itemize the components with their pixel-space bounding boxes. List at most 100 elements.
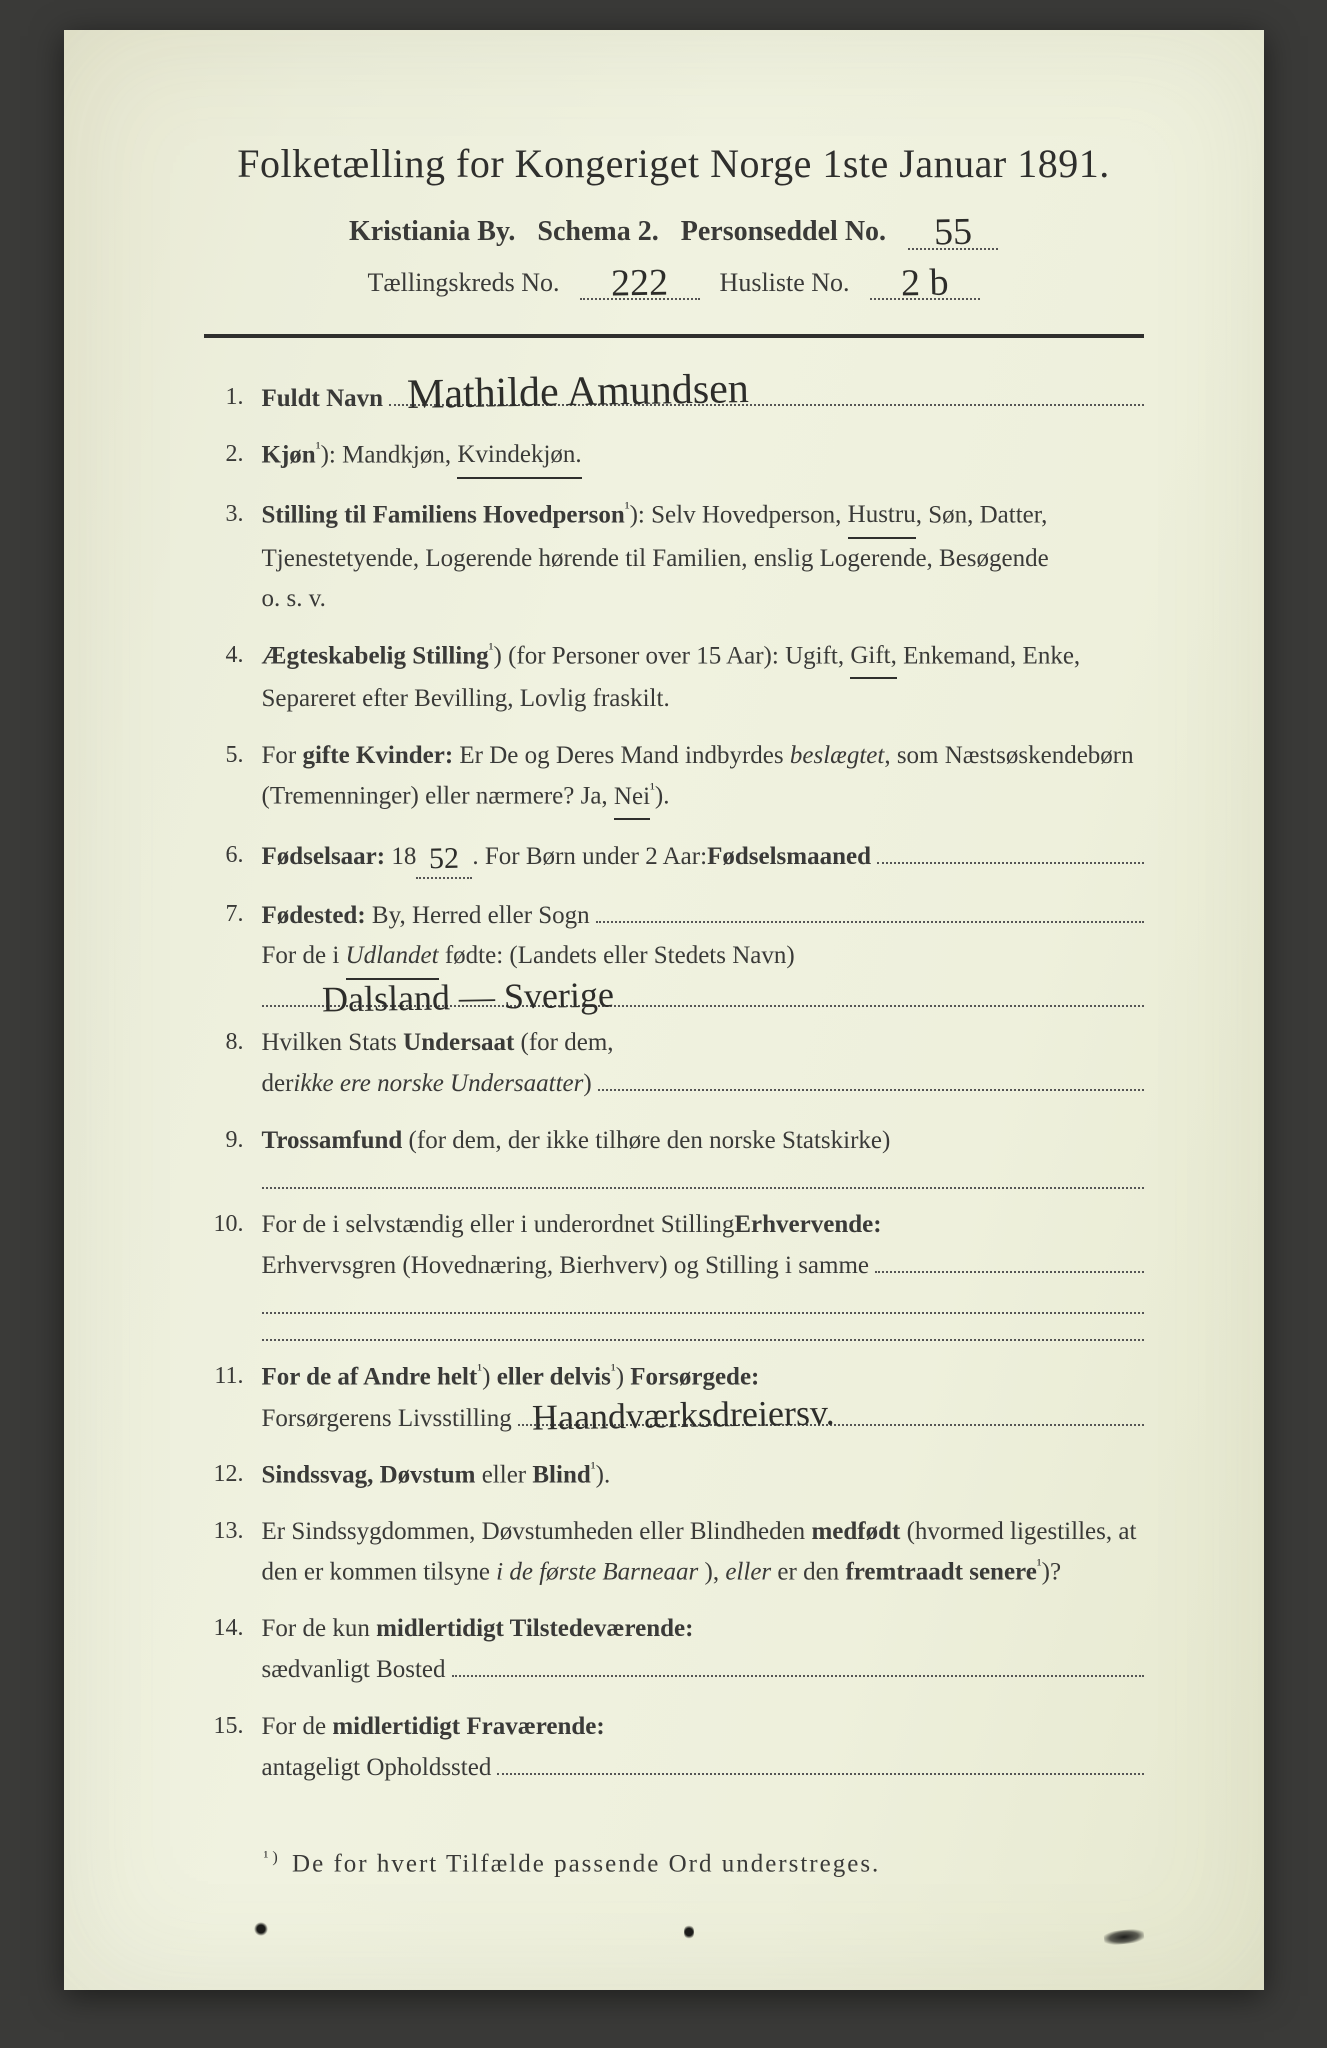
item-8: 8. Hvilken Stats Undersaat (for dem, der… bbox=[204, 1023, 1144, 1105]
item-3: 3. Stilling til Familiens Hovedperson¹):… bbox=[204, 495, 1144, 620]
item-10-text-b: Erhvervsgren (Hovednæring, Bierhverv) og… bbox=[262, 1246, 870, 1287]
item-8-pre: Hvilken Stats bbox=[262, 1029, 404, 1056]
name-value: Mathilde Amundsen bbox=[407, 373, 749, 413]
item-15: 15. For de midlertidigt Fraværende: anta… bbox=[204, 1707, 1144, 1789]
item-number: 7. bbox=[204, 895, 262, 1007]
item-15-text: antageligt Opholdssted bbox=[262, 1748, 492, 1789]
item-4-text-a: Ugift, bbox=[785, 642, 850, 669]
item-number: 8. bbox=[204, 1023, 262, 1105]
item-4-paren: (for Personer over 15 Aar): bbox=[508, 642, 779, 669]
item-8-paren-close: ) bbox=[583, 1064, 591, 1105]
item-10: 10. For de i selvstændig eller i underor… bbox=[204, 1205, 1144, 1342]
erhverv-field-1 bbox=[875, 1245, 1143, 1273]
item-13-medfodt: medfødt bbox=[811, 1518, 900, 1545]
personseddel-label: Personseddel No. bbox=[681, 216, 886, 248]
erhverv-field-2 bbox=[262, 1286, 1144, 1314]
item-14: 14. For de kun midlertidigt Tilstedevære… bbox=[204, 1609, 1144, 1691]
item-11-label-b: eller delvis bbox=[497, 1364, 611, 1391]
item-11-label-a: For de af Andre helt bbox=[262, 1364, 478, 1391]
item-13-g: ? bbox=[1050, 1559, 1061, 1586]
schema-label: Schema 2. bbox=[537, 216, 658, 248]
item-number: 2. bbox=[204, 435, 262, 479]
item-8-der: der bbox=[262, 1064, 294, 1105]
item-number: 3. bbox=[204, 495, 262, 620]
personseddel-no-field: 55 bbox=[908, 213, 998, 250]
item-6-mid: . For Børn under 2 Aar: bbox=[472, 837, 707, 878]
item-number: 10. bbox=[204, 1205, 262, 1342]
item-13-f: er den bbox=[777, 1559, 845, 1586]
item-3-label: Stilling til Familiens Hovedperson bbox=[262, 501, 625, 528]
item-3-osv: o. s. v. bbox=[262, 579, 1144, 620]
item-15-label: midlertidigt Fraværende: bbox=[332, 1713, 604, 1740]
item-5-text-a: Er De og Deres Mand indbyrdes bbox=[459, 742, 789, 769]
item-6-label: Fødselsaar: bbox=[262, 837, 386, 878]
kreds-label: Tællingskreds No. bbox=[367, 268, 559, 298]
undersaat-field bbox=[598, 1064, 1144, 1092]
item-4-label: Ægteskabelig Stilling bbox=[262, 642, 489, 669]
header-block: Folketælling for Kongeriget Norge 1ste J… bbox=[204, 140, 1144, 300]
item-13-d: ), bbox=[705, 1559, 726, 1586]
item-3-text-a: Selv Hovedperson, bbox=[651, 501, 848, 528]
item-13-senere: fremtraadt senere bbox=[845, 1559, 1036, 1586]
item-13-c: i de første Barneaar bbox=[496, 1559, 698, 1586]
item-13-e: eller bbox=[725, 1559, 771, 1586]
kreds-no-field: 222 bbox=[580, 264, 700, 300]
footnote-ref: ¹ bbox=[625, 499, 630, 517]
trossamfund-field bbox=[262, 1161, 1144, 1189]
scan-background: Folketælling for Kongeriget Norge 1ste J… bbox=[0, 0, 1327, 2048]
husliste-no-value: 2 b bbox=[901, 268, 949, 299]
item-8-paren-a: (for dem, bbox=[521, 1029, 614, 1056]
item-5-label: gifte Kvinder: bbox=[302, 742, 453, 769]
husliste-no-field: 2 b bbox=[870, 264, 980, 300]
subheader-line-2: Tællingskreds No. 222 Husliste No. 2 b bbox=[204, 264, 1144, 300]
main-title: Folketælling for Kongeriget Norge 1ste J… bbox=[204, 140, 1144, 187]
birth-year-value: 52 bbox=[429, 847, 459, 872]
birthplace-field-1 bbox=[596, 895, 1144, 923]
item-11-label-c: Forsørgede: bbox=[630, 1364, 759, 1391]
kreds-no-value: 222 bbox=[611, 268, 669, 299]
item-1: 1. Fuldt Navn Mathilde Amundsen bbox=[204, 378, 1144, 419]
item-number: 12. bbox=[204, 1455, 262, 1496]
opholdssted-field bbox=[497, 1747, 1143, 1775]
udlandet-selected: Udlandet bbox=[346, 936, 439, 980]
item-11: 11. For de af Andre helt¹) eller delvis¹… bbox=[204, 1357, 1144, 1439]
item-number: 9. bbox=[204, 1121, 262, 1189]
item-number: 4. bbox=[204, 636, 262, 720]
item-number: 6. bbox=[204, 836, 262, 879]
footnote-text: De for hvert Tilfælde passende Ord under… bbox=[292, 1851, 880, 1878]
sex-female-selected: Kvindekjøn. bbox=[457, 435, 581, 479]
year-prefix: 18 bbox=[391, 837, 416, 878]
item-number: 13. bbox=[204, 1512, 262, 1593]
item-9: 9. Trossamfund (for dem, der ikke tilhør… bbox=[204, 1121, 1144, 1189]
item-7-text-a: By, Herred eller Sogn bbox=[372, 896, 590, 937]
birth-month-field bbox=[877, 836, 1144, 864]
footnote-ref: ¹ bbox=[591, 1459, 596, 1477]
item-10-text-a: For de i selvstændig eller i underordnet… bbox=[262, 1205, 735, 1246]
item-8-label: Undersaat bbox=[403, 1029, 514, 1056]
footnote-ref: ¹ bbox=[611, 1361, 616, 1379]
item-15-pre: For de bbox=[262, 1713, 333, 1740]
beslaegtet: beslægtet bbox=[790, 742, 884, 769]
footnote: ¹) De for hvert Tilfælde passende Ord un… bbox=[204, 1848, 1144, 1878]
item-7: 7. Fødested: By, Herred eller Sogn For d… bbox=[204, 895, 1144, 1007]
forsorger-value: Haandværksdreiersv. bbox=[532, 1398, 835, 1432]
footnote-ref: ¹ bbox=[316, 439, 321, 457]
birthplace-value: Dalsland — Sverige bbox=[321, 980, 613, 1014]
item-2: 2. Kjøn¹): Mandkjøn, Kvindekjøn. bbox=[204, 435, 1144, 479]
birthplace-field-2: Dalsland — Sverige bbox=[262, 980, 1144, 1008]
item-7-label: Fødested: bbox=[262, 896, 366, 937]
item-6: 6. Fødselsaar: 18 52 . For Børn under 2 … bbox=[204, 836, 1144, 879]
item-1-label: Fuldt Navn bbox=[262, 379, 384, 420]
city-label: Kristiania By. bbox=[349, 216, 515, 248]
husliste-label: Husliste No. bbox=[720, 268, 850, 298]
bosted-field bbox=[452, 1650, 1144, 1678]
name-field: Mathilde Amundsen bbox=[389, 378, 1143, 406]
item-number: 14. bbox=[204, 1609, 262, 1691]
item-14-text: sædvanligt Bosted bbox=[262, 1650, 446, 1691]
footnote-marker: ¹) bbox=[264, 1848, 282, 1866]
footnote-ref: ¹ bbox=[650, 780, 655, 798]
sex-male: Mandkjøn, bbox=[342, 441, 451, 468]
item-number: 5. bbox=[204, 736, 262, 820]
item-10-label: Erhvervende: bbox=[734, 1205, 881, 1246]
item-number: 1. bbox=[204, 378, 262, 419]
